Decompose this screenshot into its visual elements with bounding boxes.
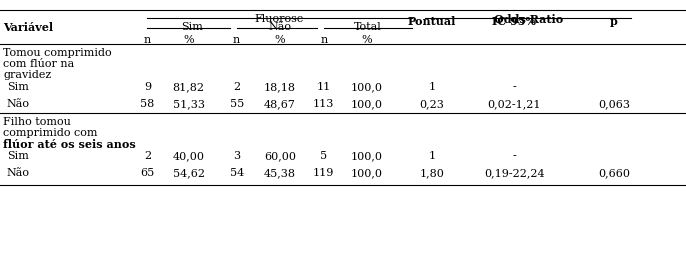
- Text: n: n: [233, 35, 240, 45]
- Text: %: %: [274, 35, 285, 45]
- Text: Odds Ratio: Odds Ratio: [494, 14, 563, 25]
- Text: 113: 113: [313, 99, 335, 109]
- Text: 81,82: 81,82: [173, 82, 204, 92]
- Text: 48,67: 48,67: [264, 99, 296, 109]
- Text: 100,0: 100,0: [351, 99, 383, 109]
- Text: Sim: Sim: [181, 22, 203, 32]
- Text: 3: 3: [233, 151, 240, 161]
- Text: 54: 54: [230, 168, 244, 178]
- Text: 1: 1: [429, 151, 436, 161]
- Text: %: %: [183, 35, 194, 45]
- Text: 5: 5: [320, 151, 327, 161]
- Text: 9: 9: [144, 82, 151, 92]
- Text: Não: Não: [7, 168, 30, 178]
- Text: Total: Total: [354, 22, 381, 32]
- Text: Fluorose: Fluorose: [255, 14, 304, 24]
- Text: 1: 1: [429, 82, 436, 92]
- Text: 119: 119: [313, 168, 335, 178]
- Text: 0,23: 0,23: [420, 99, 445, 109]
- Text: Tomou comprimido: Tomou comprimido: [3, 48, 112, 58]
- Text: gravidez: gravidez: [3, 70, 51, 80]
- Text: 2: 2: [233, 82, 240, 92]
- Text: %: %: [362, 35, 372, 45]
- Text: n: n: [144, 35, 151, 45]
- Text: Não: Não: [269, 22, 292, 32]
- Text: com flúor na: com flúor na: [3, 59, 75, 69]
- Text: 1,80: 1,80: [420, 168, 445, 178]
- Text: 55: 55: [230, 99, 244, 109]
- Text: 100,0: 100,0: [351, 82, 383, 92]
- Text: comprimido com: comprimido com: [3, 128, 98, 138]
- Text: Sim: Sim: [7, 82, 29, 92]
- Text: 58: 58: [141, 99, 154, 109]
- Text: Filho tomou: Filho tomou: [3, 117, 71, 127]
- Text: Variável: Variável: [3, 22, 54, 33]
- Text: 100,0: 100,0: [351, 151, 383, 161]
- Text: 60,00: 60,00: [264, 151, 296, 161]
- Text: Sim: Sim: [7, 151, 29, 161]
- Text: 0,063: 0,063: [598, 99, 630, 109]
- Text: 11: 11: [317, 82, 331, 92]
- Text: 0,02-1,21: 0,02-1,21: [488, 99, 541, 109]
- Text: -: -: [512, 82, 517, 92]
- Text: 18,18: 18,18: [264, 82, 296, 92]
- Text: 45,38: 45,38: [264, 168, 296, 178]
- Text: 40,00: 40,00: [173, 151, 204, 161]
- Text: flúor até os seis anos: flúor até os seis anos: [3, 139, 137, 150]
- Text: Pontual: Pontual: [408, 16, 456, 27]
- Text: 100,0: 100,0: [351, 168, 383, 178]
- Text: n: n: [320, 35, 327, 45]
- Text: 51,33: 51,33: [173, 99, 204, 109]
- Text: 54,62: 54,62: [173, 168, 204, 178]
- Text: 0,660: 0,660: [598, 168, 630, 178]
- Text: 0,19-22,24: 0,19-22,24: [484, 168, 545, 178]
- Text: p: p: [610, 16, 618, 27]
- Text: IC 95%: IC 95%: [493, 16, 536, 27]
- Text: Não: Não: [7, 99, 30, 109]
- Text: 2: 2: [144, 151, 151, 161]
- Text: 65: 65: [141, 168, 154, 178]
- Text: -: -: [512, 151, 517, 161]
